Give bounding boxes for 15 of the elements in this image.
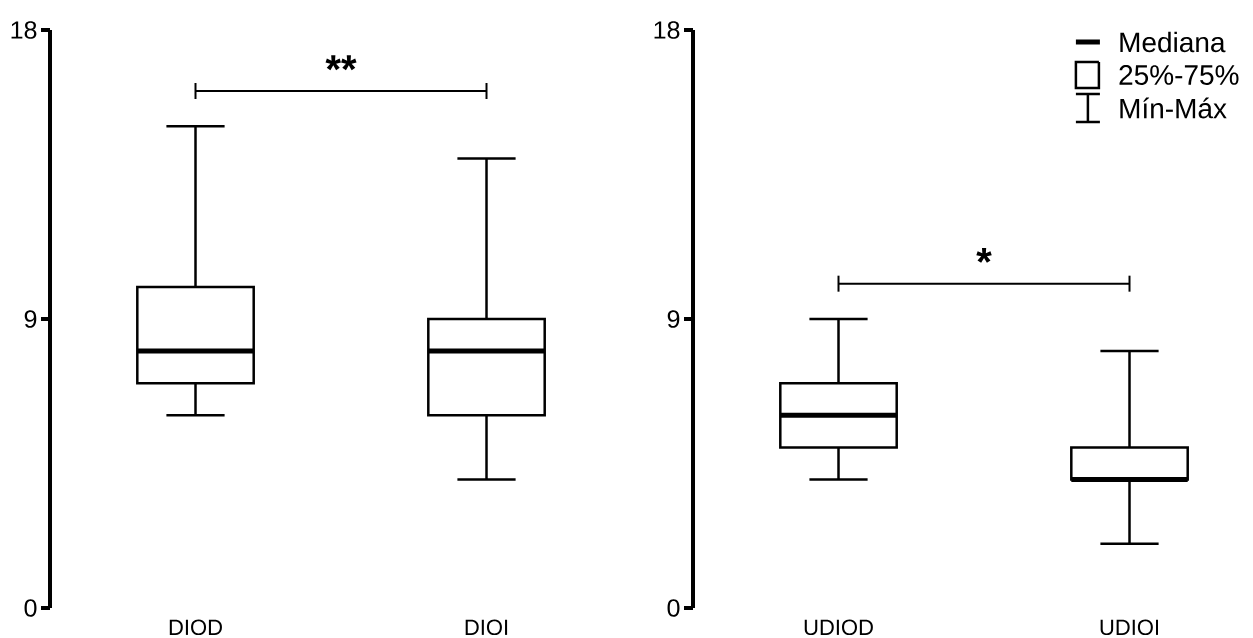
annotation: * bbox=[976, 247, 992, 263]
y-tick-label: 0 bbox=[24, 598, 37, 617]
y-tick-label: 18 bbox=[654, 20, 680, 39]
x-tick-label: DIOD bbox=[169, 619, 222, 635]
y-tick-label: 9 bbox=[24, 309, 37, 328]
x-tick-label: UDIOI bbox=[1100, 619, 1159, 635]
y-tick-label: 18 bbox=[11, 20, 37, 39]
annotation: Mediana bbox=[1120, 31, 1226, 53]
annotation: ** bbox=[325, 55, 357, 70]
x-tick-label: UDIOD bbox=[804, 619, 873, 635]
y-tick-label: 9 bbox=[667, 309, 680, 328]
x-tick-label: DIOI bbox=[465, 619, 508, 635]
annotation: Mín-Máx bbox=[1120, 97, 1227, 119]
y-tick-label: 0 bbox=[667, 598, 680, 617]
annotation: 25%-75% bbox=[1119, 64, 1239, 85]
